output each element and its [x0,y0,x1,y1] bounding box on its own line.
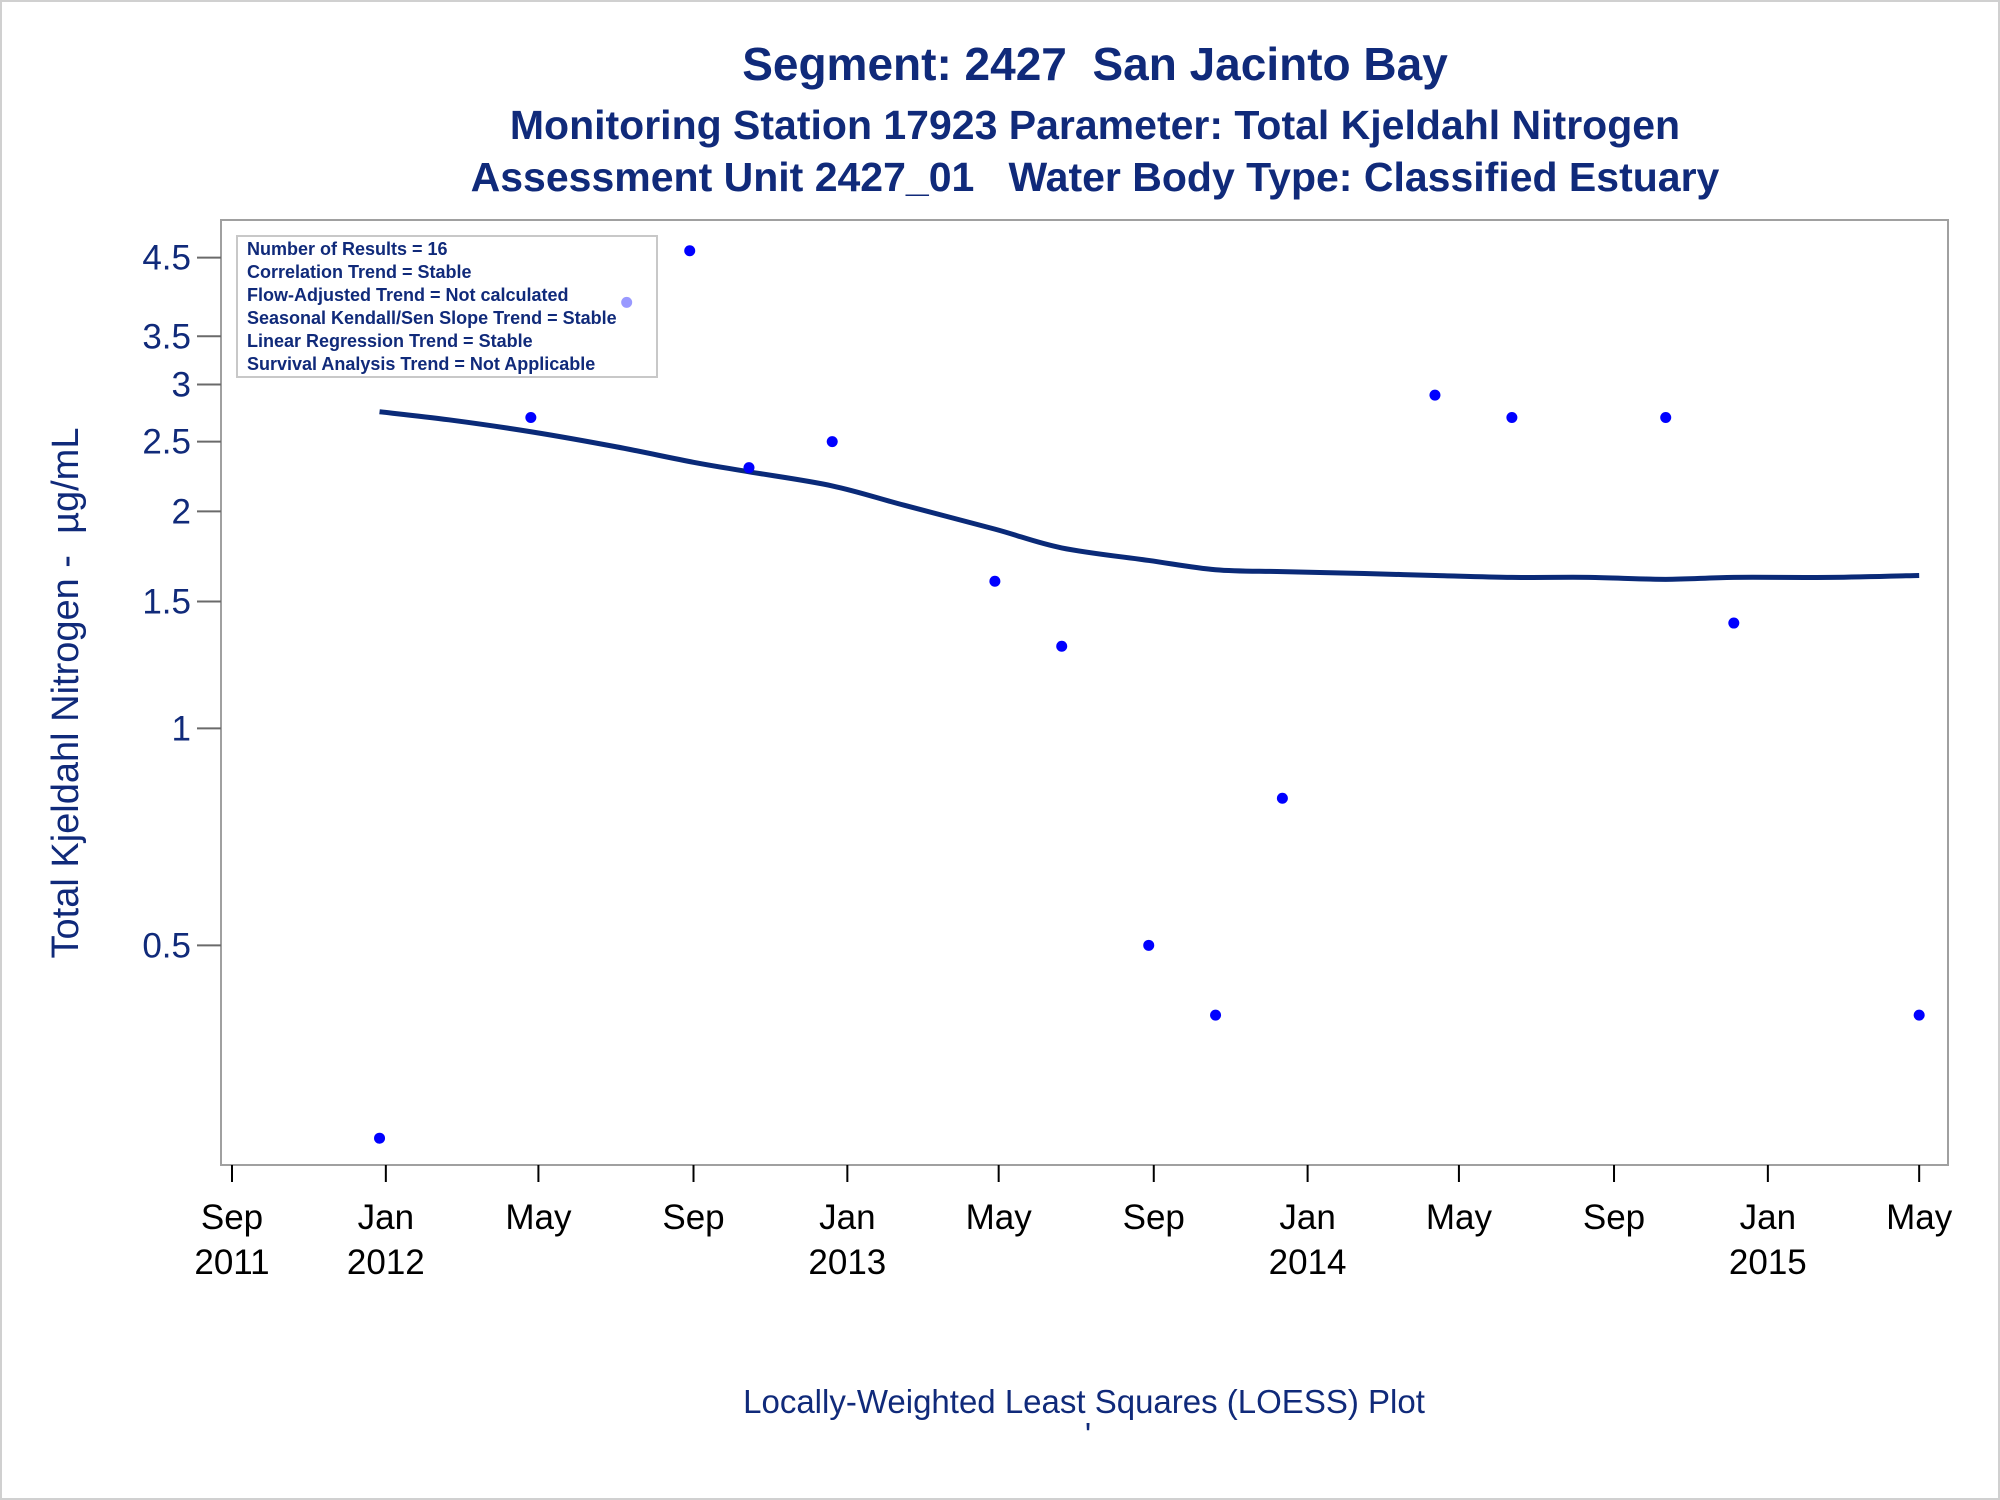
x-tick-label-month: May [966,1198,1033,1237]
x-tick-label-year: 2013 [808,1243,886,1282]
x-tick-label-year: 2012 [347,1243,425,1282]
stat-correlation-trend: Correlation Trend = Stable [247,262,472,282]
x-tick-label-month: Jan [1279,1198,1335,1237]
x-tick-label-year: 2015 [1729,1243,1807,1282]
y-tick-label: 2 [172,492,191,531]
x-tick-label-month: Sep [1123,1198,1185,1237]
title-segment: Segment: 2427 San Jacinto Bay [742,38,1448,90]
data-point [1143,939,1155,951]
data-point [989,575,1001,587]
title-assessment-unit: Assessment Unit 2427_01 Water Body Type:… [471,154,1720,200]
chart-titles: Segment: 2427 San Jacinto Bay Monitoring… [471,38,1720,200]
x-tick-label-month: May [1886,1198,1953,1237]
stat-survival-analysis-trend: Survival Analysis Trend = Not Applicable [247,354,595,374]
data-point [743,462,755,474]
data-points-layer [374,245,1925,1144]
footnote-mark: ' [1085,1416,1091,1453]
x-tick-label-month: Jan [358,1198,414,1237]
x-tick-label-month: Sep [662,1198,724,1237]
stat-flow-adjusted-trend: Flow-Adjusted Trend = Not calculated [247,285,569,305]
x-tick-label-year: 2011 [194,1243,269,1282]
data-point [374,1132,386,1144]
x-tick-label-month: May [1426,1198,1493,1237]
stat-number-of-results: Number of Results = 16 [247,239,448,259]
y-axis: 0.5 1 1.5 2 2.5 3 3.5 4.5 [142,220,222,1165]
y-tick-label: 1.5 [142,582,191,621]
x-tick-label-month: Sep [201,1198,263,1237]
data-point [1429,389,1441,401]
x-axis: Sep 2011 Jan 2012 May Sep Jan 2013 May Sep Jan 2014… [194,1165,1953,1282]
loess-curve-layer [379,409,1920,582]
loess-line [379,409,1920,582]
stats-box: Number of Results = 16 Correlation Trend… [236,235,658,378]
data-point [1660,411,1672,423]
y-tick-label: 2.5 [142,423,191,462]
title-station: Monitoring Station 17923 Parameter: Tota… [510,102,1680,148]
data-point [1506,411,1518,423]
x-tick-label-month: May [505,1198,572,1237]
data-point [826,436,838,448]
stat-linear-regression-trend: Linear Regression Trend = Stable [247,331,533,351]
y-tick-label: 3.5 [142,317,191,356]
data-point [1728,617,1740,629]
data-point [684,245,696,257]
stats-box-border [236,235,658,378]
stat-seasonal-kendall-trend: Seasonal Kendall/Sen Slope Trend = Stabl… [247,308,617,328]
x-tick-label-month: Jan [819,1198,875,1237]
data-point [1056,640,1068,652]
data-point [1913,1009,1925,1021]
data-point [1210,1009,1222,1021]
x-tick-label-month: Jan [1740,1198,1796,1237]
y-tick-label: 0.5 [142,926,191,965]
x-tick-label-year: 2014 [1269,1243,1347,1282]
y-tick-label: 1 [172,709,191,748]
y-tick-label: 4.5 [142,239,191,278]
footnote-loess: Locally-Weighted Least Squares (LOESS) P… [743,1383,1425,1420]
y-axis-title: Total Kjeldahl Nitrogen - µg/mL [45,428,87,959]
y-tick-label: 3 [172,366,191,405]
data-point [1276,792,1288,804]
x-tick-label-month: Sep [1583,1198,1645,1237]
data-point [525,411,537,423]
